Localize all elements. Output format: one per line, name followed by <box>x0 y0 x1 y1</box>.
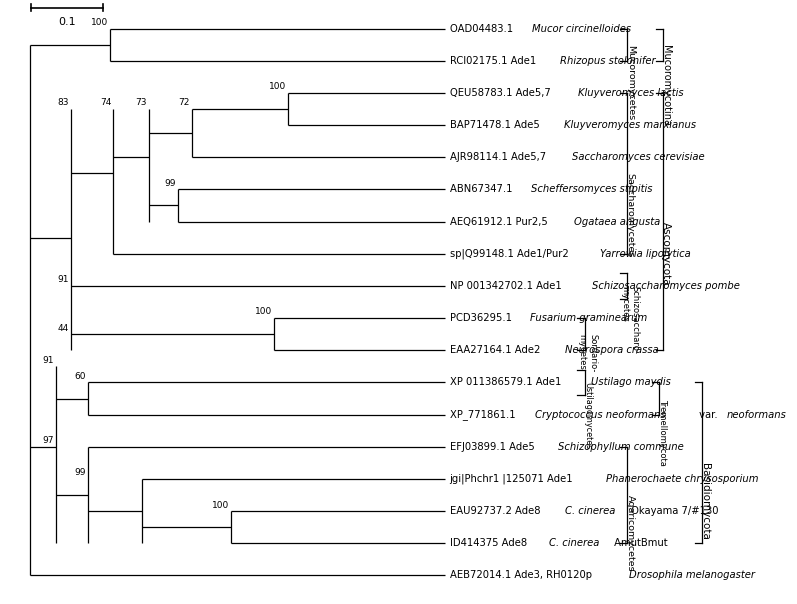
Text: sp|Q99148.1 Ade1/Pur2: sp|Q99148.1 Ade1/Pur2 <box>450 248 571 259</box>
Text: Schizophyllum commune: Schizophyllum commune <box>558 442 684 452</box>
Text: 100: 100 <box>254 307 272 316</box>
Text: 72: 72 <box>179 98 190 108</box>
Text: Mucoromycetes: Mucoromycetes <box>626 45 634 120</box>
Text: XP 011386579.1 Ade1: XP 011386579.1 Ade1 <box>450 378 564 387</box>
Text: Ogataea angusta: Ogataea angusta <box>575 217 661 226</box>
Text: Tremellomycota: Tremellomycota <box>658 399 667 466</box>
Text: 73: 73 <box>135 98 147 108</box>
Text: Ascomycota: Ascomycota <box>661 222 671 285</box>
Text: Saccharomyces cerevisiae: Saccharomyces cerevisiae <box>572 152 705 162</box>
Text: Phanerochaete chrysosporium: Phanerochaete chrysosporium <box>607 474 759 484</box>
Text: EAA27164.1 Ade2: EAA27164.1 Ade2 <box>450 345 543 355</box>
Text: XP_771861.1: XP_771861.1 <box>450 409 518 420</box>
Text: RCI02175.1 Ade1: RCI02175.1 Ade1 <box>450 56 539 66</box>
Text: Yarrowia lipolytica: Yarrowia lipolytica <box>600 249 691 259</box>
Text: 60: 60 <box>75 372 86 381</box>
Text: NP 001342702.1 Ade1: NP 001342702.1 Ade1 <box>450 281 564 291</box>
Text: Scheffersomyces stipitis: Scheffersomyces stipitis <box>531 184 652 194</box>
Text: EFJ03899.1 Ade5: EFJ03899.1 Ade5 <box>450 442 537 452</box>
Text: var.: var. <box>696 410 720 420</box>
Text: Kluyveromyces marxianus: Kluyveromyces marxianus <box>564 120 697 130</box>
Text: ABN67347.1: ABN67347.1 <box>450 184 515 194</box>
Text: Kluyveromyces lactis: Kluyveromyces lactis <box>578 88 684 98</box>
Text: Cryptococcus neoformans: Cryptococcus neoformans <box>535 410 665 420</box>
Text: Drosophila melanogaster: Drosophila melanogaster <box>629 571 755 580</box>
Text: 44: 44 <box>57 324 69 333</box>
Text: neoformans: neoformans <box>727 410 787 420</box>
Text: Mucoromycotina: Mucoromycotina <box>661 45 671 126</box>
Text: BAP71478.1 Ade5: BAP71478.1 Ade5 <box>450 120 543 130</box>
Text: C. cinerea: C. cinerea <box>565 506 616 516</box>
Text: Schizosaccharo-
mycetes: Schizosaccharo- mycetes <box>621 286 640 354</box>
Text: Sordario-
mycetes: Sordario- mycetes <box>578 334 597 373</box>
Text: C. cinerea: C. cinerea <box>549 538 599 548</box>
Text: Ustilagomycetes: Ustilagomycetes <box>583 382 592 450</box>
Text: AEB72014.1 Ade3, RH0120p: AEB72014.1 Ade3, RH0120p <box>450 571 595 580</box>
Text: Basidiomycota: Basidiomycota <box>700 463 710 540</box>
Text: EAU92737.2 Ade8: EAU92737.2 Ade8 <box>450 506 544 516</box>
Text: Rhizopus stolonifer: Rhizopus stolonifer <box>560 56 656 66</box>
Text: ID414375 Ade8: ID414375 Ade8 <box>450 538 530 548</box>
Text: 97: 97 <box>43 436 54 445</box>
Text: 100: 100 <box>269 82 286 91</box>
Text: QEU58783.1 Ade5,7: QEU58783.1 Ade5,7 <box>450 88 553 98</box>
Text: Saccharomycetes: Saccharomycetes <box>626 173 634 258</box>
Text: Mucor circinelloides: Mucor circinelloides <box>532 24 630 33</box>
Text: 100: 100 <box>90 18 108 27</box>
Text: 91: 91 <box>57 275 69 284</box>
Text: Ustilago maydis: Ustilago maydis <box>591 378 671 387</box>
Text: Fusarium graminearum: Fusarium graminearum <box>530 313 647 323</box>
Text: 0.1: 0.1 <box>58 18 76 27</box>
Text: Schizosaccharomyces pombe: Schizosaccharomyces pombe <box>591 281 740 291</box>
Text: AEQ61912.1 Pur2,5: AEQ61912.1 Pur2,5 <box>450 217 551 226</box>
Text: 83: 83 <box>57 98 69 108</box>
Text: Agaricomycetes: Agaricomycetes <box>626 495 634 571</box>
Text: OAD04483.1: OAD04483.1 <box>450 24 516 33</box>
Text: PCD36295.1: PCD36295.1 <box>450 313 515 323</box>
Text: AmutBmut: AmutBmut <box>611 538 668 548</box>
Text: AJR98114.1 Ade5,7: AJR98114.1 Ade5,7 <box>450 152 549 162</box>
Text: 91: 91 <box>43 356 54 365</box>
Text: Neurospora crassa: Neurospora crassa <box>565 345 659 355</box>
Text: 100: 100 <box>212 501 229 510</box>
Text: 74: 74 <box>100 98 112 108</box>
Text: 99: 99 <box>164 179 175 188</box>
Text: 99: 99 <box>75 468 86 477</box>
Text: jgi|Phchr1 |125071 Ade1: jgi|Phchr1 |125071 Ade1 <box>450 474 576 484</box>
Text: Okayama 7/#130: Okayama 7/#130 <box>628 506 718 516</box>
